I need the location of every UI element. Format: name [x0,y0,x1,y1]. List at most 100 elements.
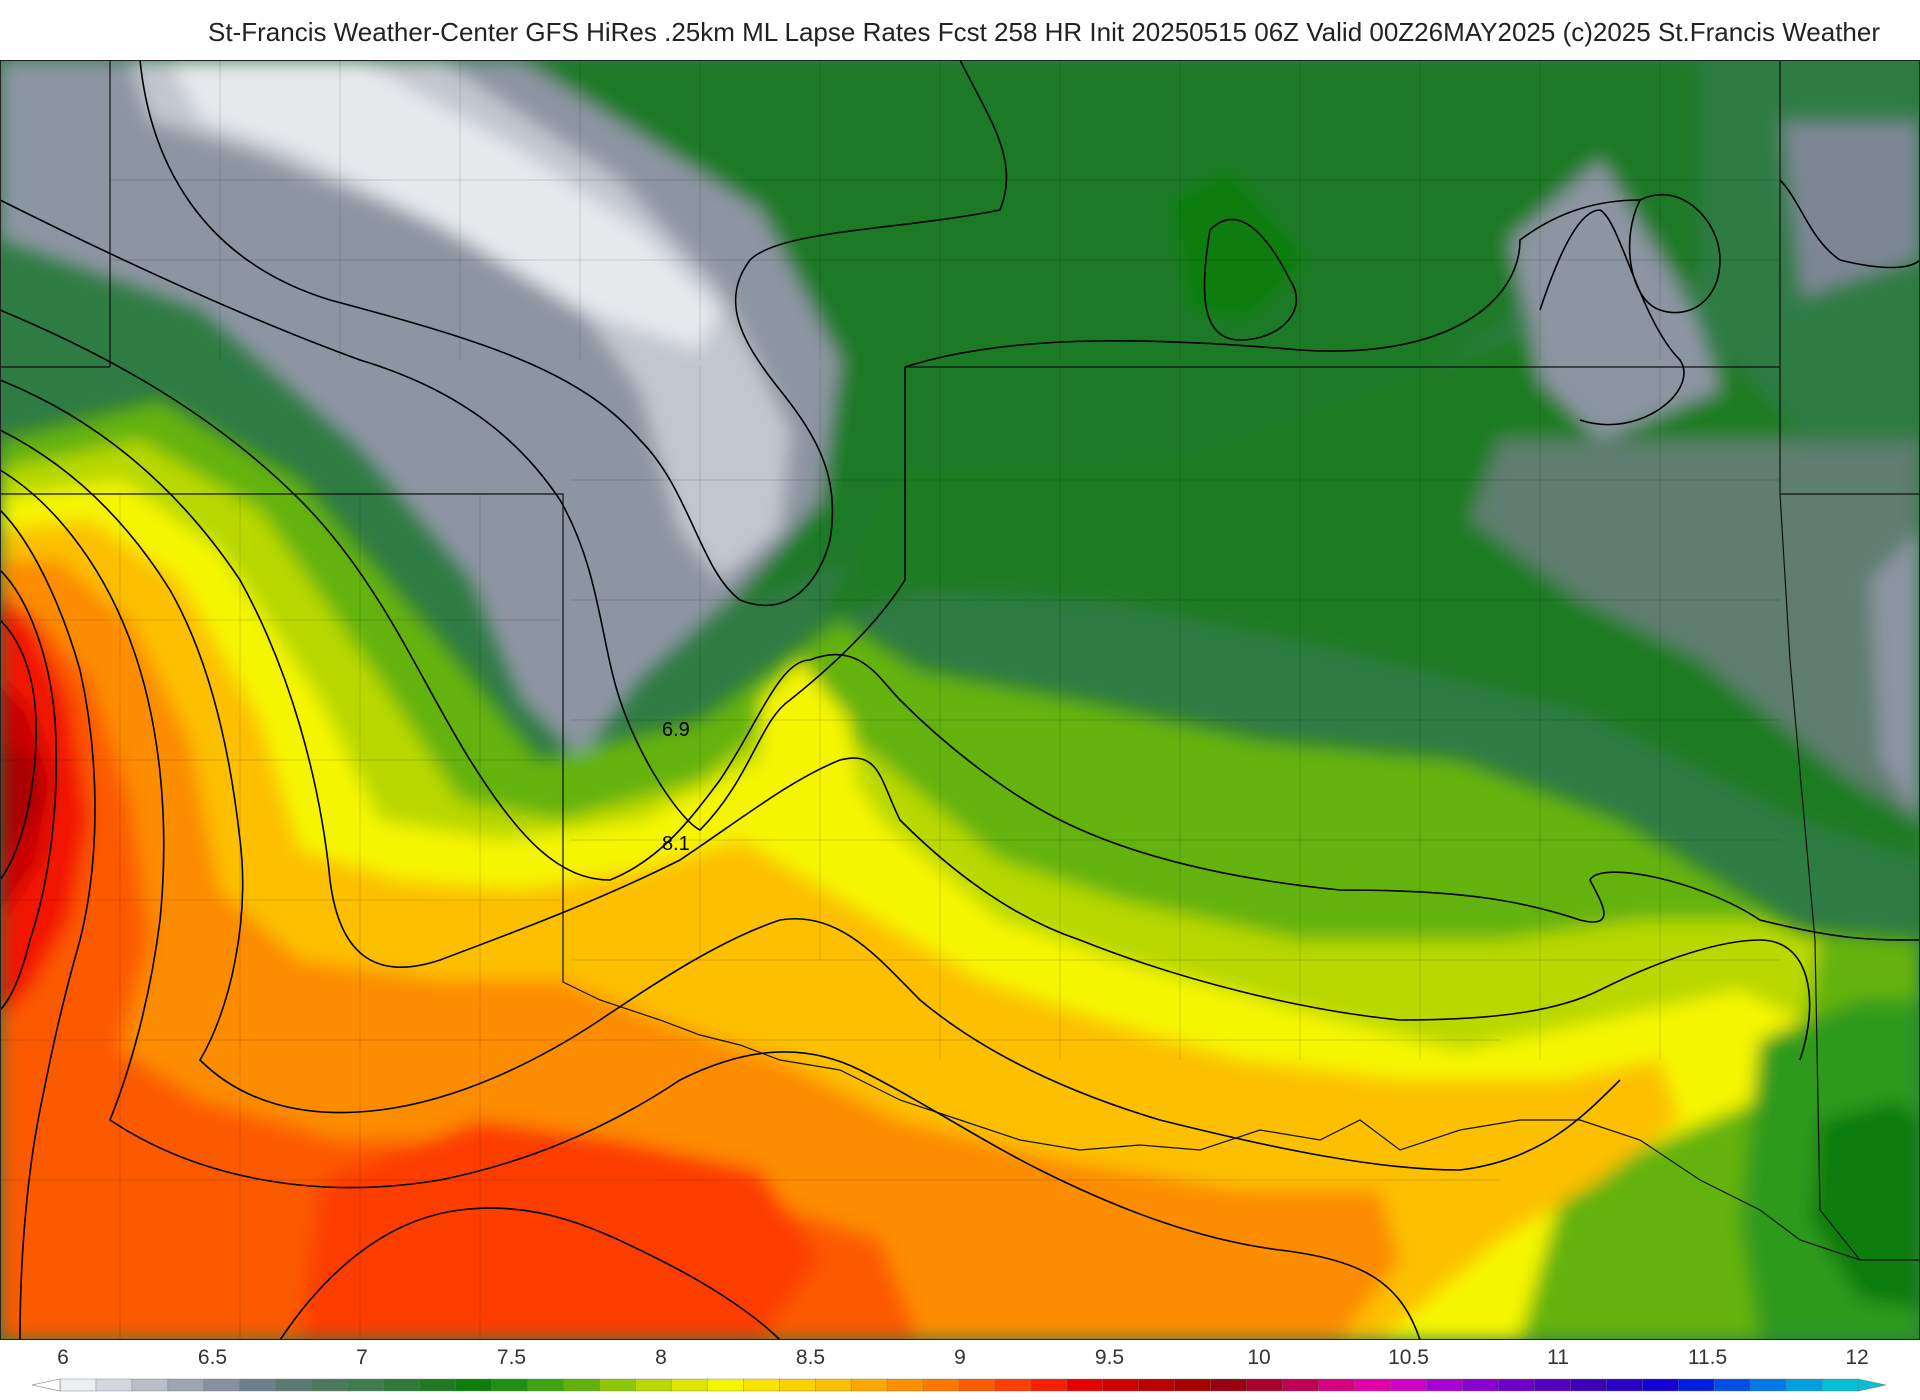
field-zone-yellow-north-lobe [760,660,860,860]
legend-color-swatch [671,1378,709,1392]
legend-color-swatch [850,1378,888,1392]
legend-tick-label: 9.5 [1095,1346,1124,1369]
legend-color-swatch [743,1378,780,1392]
legend-color-swatch [491,1378,529,1392]
field-zone-grey-east-edge [1780,120,1920,300]
legend-color-swatch [1498,1378,1536,1392]
contour-ne-finger [1539,209,1685,426]
legend-color-swatch [167,1378,205,1392]
field-zone-green-southeast-core [1810,1100,1920,1310]
legend-tick-label: 11 [1547,1346,1569,1369]
legend-color-swatch [563,1378,601,1392]
legend-tick-label: 6.5 [198,1346,227,1369]
legend-color-swatch [59,1378,97,1392]
contour-6.9-south [0,199,906,831]
legend-color-swatch [1713,1378,1751,1392]
contour-labels: 6.9 8.1 [662,719,690,855]
legend-color-swatch [1102,1378,1140,1392]
map-title: St-Francis Weather-Center GFS HiRes .25k… [208,17,1880,47]
contour-label-8-1: 8.1 [662,833,690,855]
legend-color-swatch [1390,1378,1428,1392]
field-zone-darkest-red [0,740,40,860]
contour-green-loop [1203,218,1297,341]
field-zone-grey-light [130,60,790,580]
contour-6.9-east [904,199,1641,368]
legend-color-swatch [1354,1378,1392,1392]
contour-7.5 [0,379,1811,1061]
legend-tick-label: 8 [655,1346,667,1369]
legend-color-swatch [1282,1378,1320,1392]
contour-8.1 [0,469,1421,1340]
contour-8.4-south [279,1207,781,1340]
legend-color-swatch [1174,1378,1212,1392]
legend-color-swatch [1246,1378,1284,1392]
legend-tick-label: 10 [1247,1346,1270,1369]
legend-color-swatch [1426,1378,1464,1392]
legend-color-swatch [707,1378,745,1392]
field-zone-red-orange [0,600,920,1340]
field-zone-grey-northeast [1510,160,1720,440]
legend-color-swatch [1677,1378,1715,1392]
lapse-rate-map[interactable]: 6.9 8.1 [0,60,1920,1340]
field-zone-grey-east-lobe [1870,530,1920,820]
legend-color-swatch [1462,1378,1500,1392]
legend-tick-label: 12 [1845,1346,1868,1369]
legend-arrow-high [1857,1378,1887,1392]
contour-8.7 [0,569,58,1011]
contour-label-6-9: 6.9 [662,719,690,741]
legend-color-swatch [1606,1378,1644,1392]
legend-color-swatch [311,1378,349,1392]
legend-color-swatch [1210,1378,1248,1392]
state-boundaries [0,60,1920,1261]
legend-tick-label: 8.5 [796,1346,825,1369]
legend-color-swatch [347,1378,385,1392]
legend-color-swatch [527,1378,565,1392]
color-legend: 6 6.5 7 7.5 8 8.5 9 9.5 10 10.5 11 11.5 12 [31,1346,1887,1392]
legend-color-swatch [922,1378,960,1392]
legend-color-swatch [1785,1378,1823,1392]
legend-tick-label: 6 [57,1346,69,1369]
legend-color-swatch [1534,1378,1572,1392]
legend-color-swatch [1138,1378,1176,1392]
legend-color-swatch [886,1378,924,1392]
field-zone-grey-east [1470,440,1920,820]
legend-color-swatch [1030,1378,1068,1392]
field-zone-grey-lightest [170,60,720,350]
legend-color-swatch [779,1378,816,1392]
legend-color-swatch [1318,1378,1356,1392]
legend-color-swatch [419,1378,457,1392]
contour-lines [0,60,1920,1340]
legend-color-swatch [455,1378,493,1392]
contour-east-edge [1779,179,1920,269]
legend-color-swatch [1749,1378,1787,1392]
contour-8.4 [0,509,96,1340]
county-lines [0,60,1780,1340]
legend-color-swatch [1642,1378,1679,1392]
legend-color-bar [31,1378,1887,1392]
contour-7.2 [0,309,1920,941]
field-zone-red-orange-south [300,1120,820,1340]
legend-color-swatch [131,1378,169,1392]
legend-tick-label: 7.5 [497,1346,526,1369]
legend-color-swatch [994,1378,1032,1392]
contour-7.8 [0,429,1621,1171]
legend-tick-label: 9 [954,1346,966,1369]
legend-tick-label: 11.5 [1688,1346,1727,1369]
legend-color-swatch [275,1378,313,1392]
legend-color-swatch [1821,1378,1859,1392]
lapse-rate-field [0,60,1920,1340]
legend-color-swatch [383,1378,421,1392]
legend-color-swatch [203,1378,241,1392]
legend-tick-labels: 6 6.5 7 7.5 8 8.5 9 9.5 10 10.5 11 11.5 12 [57,1346,1869,1369]
legend-color-swatch [599,1378,637,1392]
contour-6.9 [139,60,1008,606]
contour-9.0 [0,619,38,881]
legend-color-swatch [95,1378,133,1392]
legend-tick-label: 10.5 [1388,1346,1429,1369]
legend-color-swatch [239,1378,277,1392]
legend-tick-label: 7 [356,1346,368,1369]
legend-color-swatch [814,1378,852,1392]
legend-color-swatch [958,1378,996,1392]
legend-color-swatch [1570,1378,1608,1392]
contour-ne-loop [1628,193,1721,314]
